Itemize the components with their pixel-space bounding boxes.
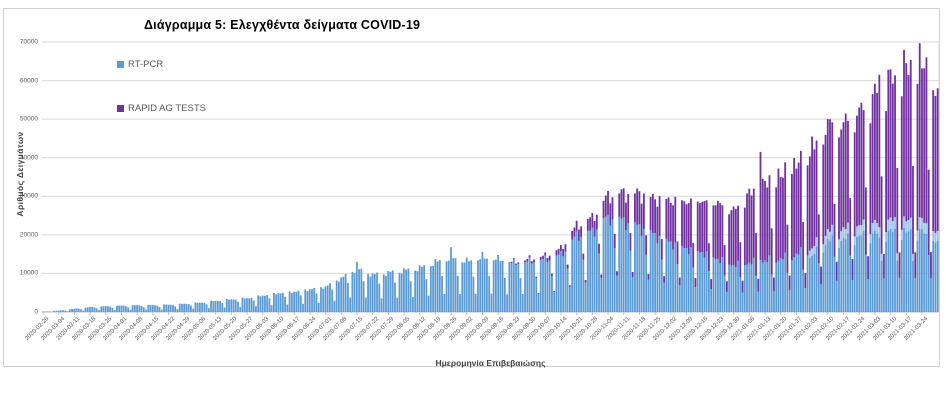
y-tick-label: 70000	[19, 38, 38, 46]
chart-frame: Διάγραμμα 5: Ελεγχθέντα δείγματα COVID-1…	[3, 8, 940, 368]
legend-item-rt-pcr: RT-PCR	[117, 59, 163, 70]
y-tick-label: 40000	[19, 154, 38, 162]
legend-label-rt-pcr: RT-PCR	[128, 59, 164, 70]
x-axis-title: Ημερομηνία Επιβεβαιώσης	[435, 358, 546, 368]
y-tick-label: 20000	[19, 231, 38, 239]
legend-item-rapid-ag: RAPID AG TESTS	[117, 103, 206, 114]
y-tick-label: 10000	[19, 269, 38, 277]
rapid-ag-swatch-icon	[117, 105, 124, 112]
y-tick-label: 60000	[19, 77, 38, 85]
plot-area	[42, 41, 940, 315]
rt-pcr-swatch-icon	[117, 61, 124, 68]
chart-title: Διάγραμμα 5: Ελεγχθέντα δείγματα COVID-1…	[144, 18, 421, 32]
y-tick-label: 0	[34, 308, 38, 316]
y-tick-label: 30000	[19, 192, 38, 200]
y-tick-label: 50000	[19, 115, 38, 123]
legend-label-rapid-ag: RAPID AG TESTS	[128, 103, 206, 114]
